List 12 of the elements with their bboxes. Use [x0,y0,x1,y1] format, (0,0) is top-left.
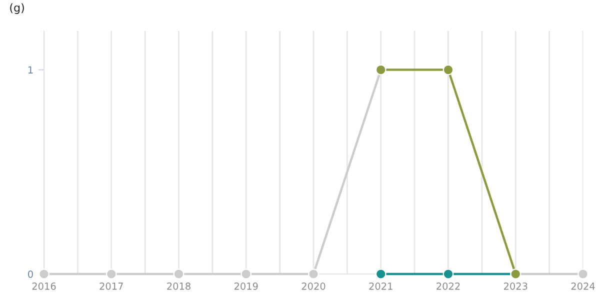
x-tick-label: 2024 [571,282,595,290]
x-tick-label: 2017 [100,282,123,290]
x-tick-label: 2019 [234,282,258,290]
x-tick-label: 2023 [504,282,528,290]
x-tick-label: 2016 [32,282,56,290]
x-tick-label: 2022 [436,282,460,290]
y-tick-label: 0 [28,270,33,278]
x-tick-label: 2020 [302,282,326,290]
x-tick-label: 2018 [167,282,190,290]
y-axis-title: (g) [10,3,24,14]
x-tick-label: 2021 [369,282,392,290]
y-tick-label: 1 [28,66,33,74]
